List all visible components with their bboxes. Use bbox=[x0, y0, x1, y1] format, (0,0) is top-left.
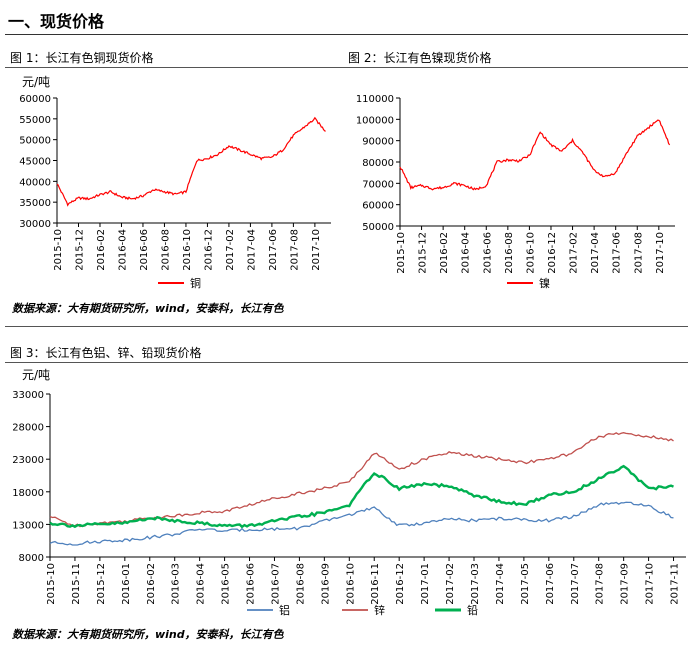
y-tick-label: 33000 bbox=[12, 390, 44, 401]
x-tick-label: 2015-12 bbox=[74, 229, 85, 271]
y-tick-label: 80000 bbox=[362, 158, 394, 169]
y-unit-label: 元/吨 bbox=[22, 368, 50, 382]
x-tick-label: 2016-06 bbox=[246, 563, 257, 605]
x-tick-label: 2017-10 bbox=[655, 232, 666, 274]
source-note-1: 数据来源：大有期货研究所，wind，安泰科，长江有色 bbox=[12, 302, 284, 315]
x-tick-label: 2017-06 bbox=[545, 563, 556, 605]
legend-label-铝: 铝 bbox=[279, 603, 290, 617]
x-tick-label: 2015-12 bbox=[96, 563, 107, 605]
y-tick-label: 50000 bbox=[362, 222, 394, 233]
legend-label-铅: 铅 bbox=[467, 603, 478, 617]
series-line-锌 bbox=[49, 432, 674, 528]
x-tick-label: 2017-08 bbox=[595, 563, 606, 605]
y-tick-label: 18000 bbox=[12, 488, 44, 499]
x-tick-label: 2016-06 bbox=[139, 229, 150, 271]
x-tick-label: 2016-02 bbox=[96, 229, 107, 271]
x-tick-label: 2016-12 bbox=[547, 232, 558, 274]
x-tick-label: 2017-01 bbox=[420, 563, 431, 605]
figure2-caption: 图 2：长江有色镍现货价格 bbox=[348, 51, 492, 65]
divider-captions bbox=[5, 67, 688, 68]
x-tick-label: 2016-12 bbox=[203, 229, 214, 271]
x-tick-label: 2016-09 bbox=[320, 563, 331, 605]
x-tick-label: 2016-03 bbox=[171, 563, 182, 605]
x-tick-label: 2017-07 bbox=[570, 563, 581, 605]
y-tick-label: 60000 bbox=[19, 94, 51, 105]
legend-label-铜: 铜 bbox=[190, 276, 201, 290]
y-tick-label: 60000 bbox=[362, 201, 394, 212]
x-tick-label: 2017-02 bbox=[445, 563, 456, 605]
x-tick-label: 2017-02 bbox=[225, 229, 236, 271]
y-tick-label: 35000 bbox=[19, 198, 51, 209]
base-metals-chart: 元/吨 8000 13000 18000 23000 28000 33000 2015-10 2… bbox=[12, 368, 686, 617]
x-tick-label: 2016-08 bbox=[295, 563, 306, 605]
source-note-2: 数据来源：大有期货研究所，wind，安泰科，长江有色 bbox=[12, 628, 284, 641]
y-tick-label: 50000 bbox=[19, 136, 51, 147]
copper-chart: 元/吨 30000 35000 40000 45000 50000 55000 60000 20… bbox=[19, 75, 331, 290]
section-title: 一、现货价格 bbox=[8, 12, 105, 31]
y-unit-label: 元/吨 bbox=[22, 75, 50, 89]
series-line-铝 bbox=[49, 501, 674, 546]
divider-figure3 bbox=[5, 362, 688, 363]
x-tick-label: 2017-02 bbox=[569, 232, 580, 274]
x-tick-label: 2016-08 bbox=[160, 229, 171, 271]
x-tick-label: 2016-11 bbox=[370, 563, 381, 605]
x-tick-label: 2017-04 bbox=[246, 229, 257, 271]
y-tick-label: 110000 bbox=[356, 94, 394, 105]
y-tick-label: 30000 bbox=[19, 219, 51, 230]
y-tick-label: 8000 bbox=[19, 553, 44, 564]
x-tick-label: 2015-10 bbox=[396, 232, 407, 274]
x-tick-label: 2016-10 bbox=[525, 232, 536, 274]
x-tick-label: 2016-02 bbox=[439, 232, 450, 274]
y-tick-label: 55000 bbox=[19, 115, 51, 126]
x-tick-label: 2016-06 bbox=[482, 232, 493, 274]
series-line-铅 bbox=[49, 464, 674, 529]
x-tick-label: 2016-04 bbox=[117, 229, 128, 271]
x-tick-label: 2016-04 bbox=[196, 563, 207, 605]
x-tick-label: 2017-11 bbox=[670, 563, 681, 605]
divider-top bbox=[5, 34, 688, 35]
x-tick-label: 2017-08 bbox=[289, 229, 300, 271]
legend-label-锌: 锌 bbox=[374, 603, 385, 617]
y-tick-label: 23000 bbox=[12, 455, 44, 466]
x-tick-label: 2016-04 bbox=[461, 232, 472, 274]
series-line-铜 bbox=[56, 116, 326, 207]
y-tick-label: 40000 bbox=[19, 177, 51, 188]
x-tick-label: 2017-06 bbox=[268, 229, 279, 271]
nickel-chart: 50000 60000 70000 80000 90000 100000 110000 201… bbox=[356, 94, 675, 290]
x-tick-label: 2016-01 bbox=[121, 563, 132, 605]
x-tick-label: 2016-10 bbox=[345, 563, 356, 605]
x-tick-label: 2016-08 bbox=[504, 232, 515, 274]
y-tick-label: 70000 bbox=[362, 179, 394, 190]
divider-middle bbox=[5, 326, 688, 327]
y-tick-label: 45000 bbox=[19, 157, 51, 168]
x-tick-label: 2016-12 bbox=[395, 563, 406, 605]
x-tick-label: 2017-09 bbox=[620, 563, 631, 605]
x-tick-label: 2015-11 bbox=[71, 563, 82, 605]
x-tick-label: 2017-10 bbox=[645, 563, 656, 605]
y-tick-label: 28000 bbox=[12, 423, 44, 434]
y-tick-label: 100000 bbox=[356, 115, 394, 126]
x-tick-label: 2017-04 bbox=[590, 232, 601, 274]
y-tick-label: 90000 bbox=[362, 137, 394, 148]
x-tick-label: 2015-10 bbox=[53, 229, 64, 271]
x-tick-label: 2016-02 bbox=[146, 563, 157, 605]
x-tick-label: 2017-03 bbox=[470, 563, 481, 605]
figure3-caption: 图 3：长江有色铝、锌、铅现货价格 bbox=[10, 346, 202, 360]
series-line-镍 bbox=[399, 119, 671, 191]
x-tick-label: 2016-07 bbox=[270, 563, 281, 605]
x-tick-label: 2015-10 bbox=[46, 563, 57, 605]
x-tick-label: 2016-10 bbox=[182, 229, 193, 271]
x-tick-label: 2016-05 bbox=[221, 563, 232, 605]
x-tick-label: 2017-08 bbox=[633, 232, 644, 274]
x-tick-label: 2017-10 bbox=[311, 229, 322, 271]
x-tick-label: 2017-04 bbox=[495, 563, 506, 605]
x-tick-label: 2017-06 bbox=[612, 232, 623, 274]
y-tick-label: 13000 bbox=[12, 520, 44, 531]
legend-label-镍: 镍 bbox=[539, 276, 550, 290]
x-tick-label: 2015-12 bbox=[418, 232, 429, 274]
x-tick-label: 2017-05 bbox=[520, 563, 531, 605]
figure1-caption: 图 1：长江有色铜现货价格 bbox=[10, 51, 154, 65]
